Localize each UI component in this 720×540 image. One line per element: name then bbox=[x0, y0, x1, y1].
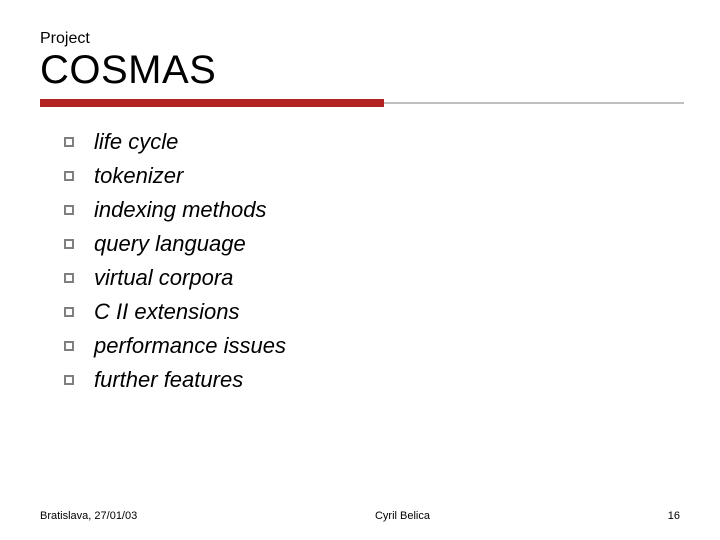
list-item: tokenizer bbox=[64, 163, 680, 189]
list-item-label: performance issues bbox=[94, 333, 286, 359]
square-bullet-icon bbox=[64, 375, 74, 385]
list-item: C II extensions bbox=[64, 299, 680, 325]
list-item-label: C II extensions bbox=[94, 299, 240, 325]
slide-title: COSMAS bbox=[40, 48, 680, 93]
list-item-label: virtual corpora bbox=[94, 265, 233, 291]
list-item-label: life cycle bbox=[94, 129, 178, 155]
list-item: query language bbox=[64, 231, 680, 257]
bullet-list: life cycle tokenizer indexing methods qu… bbox=[40, 129, 680, 393]
square-bullet-icon bbox=[64, 171, 74, 181]
square-bullet-icon bbox=[64, 307, 74, 317]
list-item: further features bbox=[64, 367, 680, 393]
square-bullet-icon bbox=[64, 137, 74, 147]
list-item: indexing methods bbox=[64, 197, 680, 223]
footer-center: Cyril Belica bbox=[375, 510, 430, 522]
square-bullet-icon bbox=[64, 273, 74, 283]
footer-left: Bratislava, 27/01/03 bbox=[40, 510, 137, 522]
square-bullet-icon bbox=[64, 205, 74, 215]
square-bullet-icon bbox=[64, 239, 74, 249]
title-underline-gray bbox=[384, 102, 684, 104]
slide-footer: Bratislava, 27/01/03 Cyril Belica 16 bbox=[40, 510, 680, 522]
list-item: life cycle bbox=[64, 129, 680, 155]
footer-right: 16 bbox=[668, 510, 680, 522]
slide-supertitle: Project bbox=[40, 30, 680, 48]
list-item-label: indexing methods bbox=[94, 197, 266, 223]
list-item-label: tokenizer bbox=[94, 163, 183, 189]
list-item: virtual corpora bbox=[64, 265, 680, 291]
list-item: performance issues bbox=[64, 333, 680, 359]
title-underline bbox=[40, 99, 680, 107]
slide: Project COSMAS life cycle tokenizer inde… bbox=[0, 0, 720, 540]
title-underline-red bbox=[40, 99, 384, 107]
list-item-label: further features bbox=[94, 367, 243, 393]
square-bullet-icon bbox=[64, 341, 74, 351]
list-item-label: query language bbox=[94, 231, 246, 257]
